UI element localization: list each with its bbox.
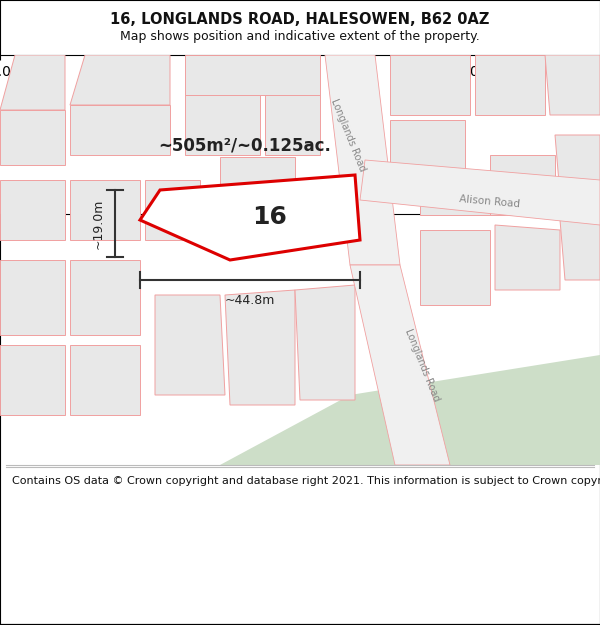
Polygon shape — [555, 135, 600, 195]
Polygon shape — [185, 55, 320, 95]
Polygon shape — [420, 177, 490, 215]
Polygon shape — [0, 345, 65, 415]
Polygon shape — [475, 55, 545, 115]
Polygon shape — [185, 95, 260, 155]
Text: ~19.0m: ~19.0m — [92, 198, 105, 249]
Polygon shape — [70, 345, 140, 415]
Polygon shape — [225, 290, 295, 405]
Polygon shape — [0, 260, 65, 335]
Polygon shape — [70, 55, 170, 105]
Polygon shape — [420, 230, 490, 305]
Text: Longlands Road: Longlands Road — [403, 328, 441, 402]
Text: Map shows position and indicative extent of the property.: Map shows position and indicative extent… — [120, 30, 480, 43]
Polygon shape — [390, 120, 465, 175]
Polygon shape — [490, 155, 555, 215]
Polygon shape — [70, 180, 140, 240]
Polygon shape — [390, 55, 470, 115]
Polygon shape — [560, 220, 600, 280]
Text: 16, LONGLANDS ROAD, HALESOWEN, B62 0AZ: 16, LONGLANDS ROAD, HALESOWEN, B62 0AZ — [110, 12, 490, 27]
Polygon shape — [70, 105, 170, 155]
Polygon shape — [0, 55, 65, 110]
Polygon shape — [495, 225, 560, 290]
Polygon shape — [145, 180, 200, 240]
Polygon shape — [295, 285, 355, 400]
Polygon shape — [0, 180, 65, 240]
Polygon shape — [545, 55, 600, 115]
Text: Contains OS data © Crown copyright and database right 2021. This information is : Contains OS data © Crown copyright and d… — [12, 476, 600, 486]
Polygon shape — [0, 110, 65, 165]
Polygon shape — [325, 55, 400, 265]
Polygon shape — [155, 295, 225, 395]
Text: ~44.8m: ~44.8m — [225, 294, 275, 307]
Text: 16: 16 — [253, 205, 287, 229]
Polygon shape — [350, 265, 450, 465]
Polygon shape — [265, 95, 320, 155]
Polygon shape — [360, 160, 600, 225]
Polygon shape — [140, 175, 360, 260]
Polygon shape — [70, 260, 140, 335]
Text: Alison Road: Alison Road — [459, 194, 521, 209]
Polygon shape — [220, 355, 600, 465]
Text: Longlands Road: Longlands Road — [329, 98, 367, 172]
Text: ~505m²/~0.125ac.: ~505m²/~0.125ac. — [158, 136, 331, 154]
Polygon shape — [220, 157, 295, 190]
